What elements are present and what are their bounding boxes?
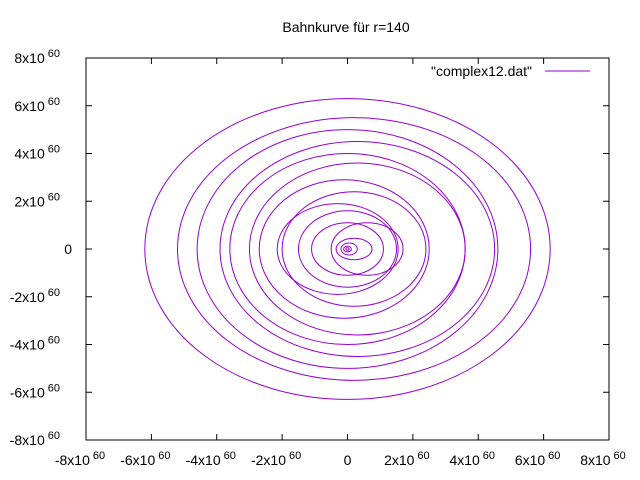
x-tick-label-7: 6x10 60 <box>515 450 561 468</box>
orbit-0-10 <box>311 222 384 276</box>
orbit-0-3 <box>219 141 496 357</box>
x-tick-label-3: -2x10 60 <box>251 450 301 468</box>
y-tick-label-2: 4x10 60 <box>14 144 60 162</box>
orbit-0-9 <box>297 210 398 288</box>
y-tick-label-8: -8x10 60 <box>10 430 60 448</box>
y-tick-label-7: -6x10 60 <box>10 382 60 400</box>
orbit-0-1 <box>177 117 532 381</box>
x-tick-label-6: 4x10 60 <box>449 450 495 468</box>
orbit-0-2 <box>196 129 499 369</box>
y-tick-label-4: 0 <box>64 241 72 257</box>
orbit-0-11 <box>330 222 404 276</box>
orbit-0-0 <box>144 98 551 400</box>
x-tick-label-2: -4x10 60 <box>186 450 236 468</box>
y-tick-label-1: 6x10 60 <box>14 96 60 114</box>
orbit-0-14 <box>343 245 352 253</box>
axis-tick-labels: -8x10 60 -6x10 60 -4x10 60 -2x10 60 0 2x10 60 4x10 6… <box>10 48 626 468</box>
series-layer <box>144 98 551 400</box>
legend-label-complex12: "complex12.dat" <box>431 63 532 79</box>
orbit-0-7 <box>281 191 427 307</box>
x-tick-label-1: -6x10 60 <box>120 450 170 468</box>
orbit-0-6 <box>258 179 430 319</box>
orbit-0-4 <box>229 153 466 345</box>
legend: "complex12.dat" <box>431 63 590 79</box>
x-tick-label-8: 8x10 60 <box>580 450 626 468</box>
orbit-0-13 <box>340 242 358 256</box>
orbit-0-8 <box>276 203 399 295</box>
orbit-0-15 <box>345 247 350 251</box>
orbit-0-12 <box>335 237 373 261</box>
chart-title: Bahnkurve für r=140 <box>282 19 409 35</box>
y-tick-label-0: 8x10 60 <box>14 48 60 66</box>
y-tick-label-6: -4x10 60 <box>10 335 60 353</box>
y-tick-label-5: -2x10 60 <box>10 287 60 305</box>
x-tick-label-0: -8x10 60 <box>55 450 105 468</box>
axis-ticks <box>85 57 610 441</box>
x-tick-label-4: 0 <box>344 452 352 468</box>
orbit-0-5 <box>248 162 466 336</box>
y-tick-label-3: 2x10 60 <box>14 191 60 209</box>
x-tick-label-5: 2x10 60 <box>384 450 430 468</box>
